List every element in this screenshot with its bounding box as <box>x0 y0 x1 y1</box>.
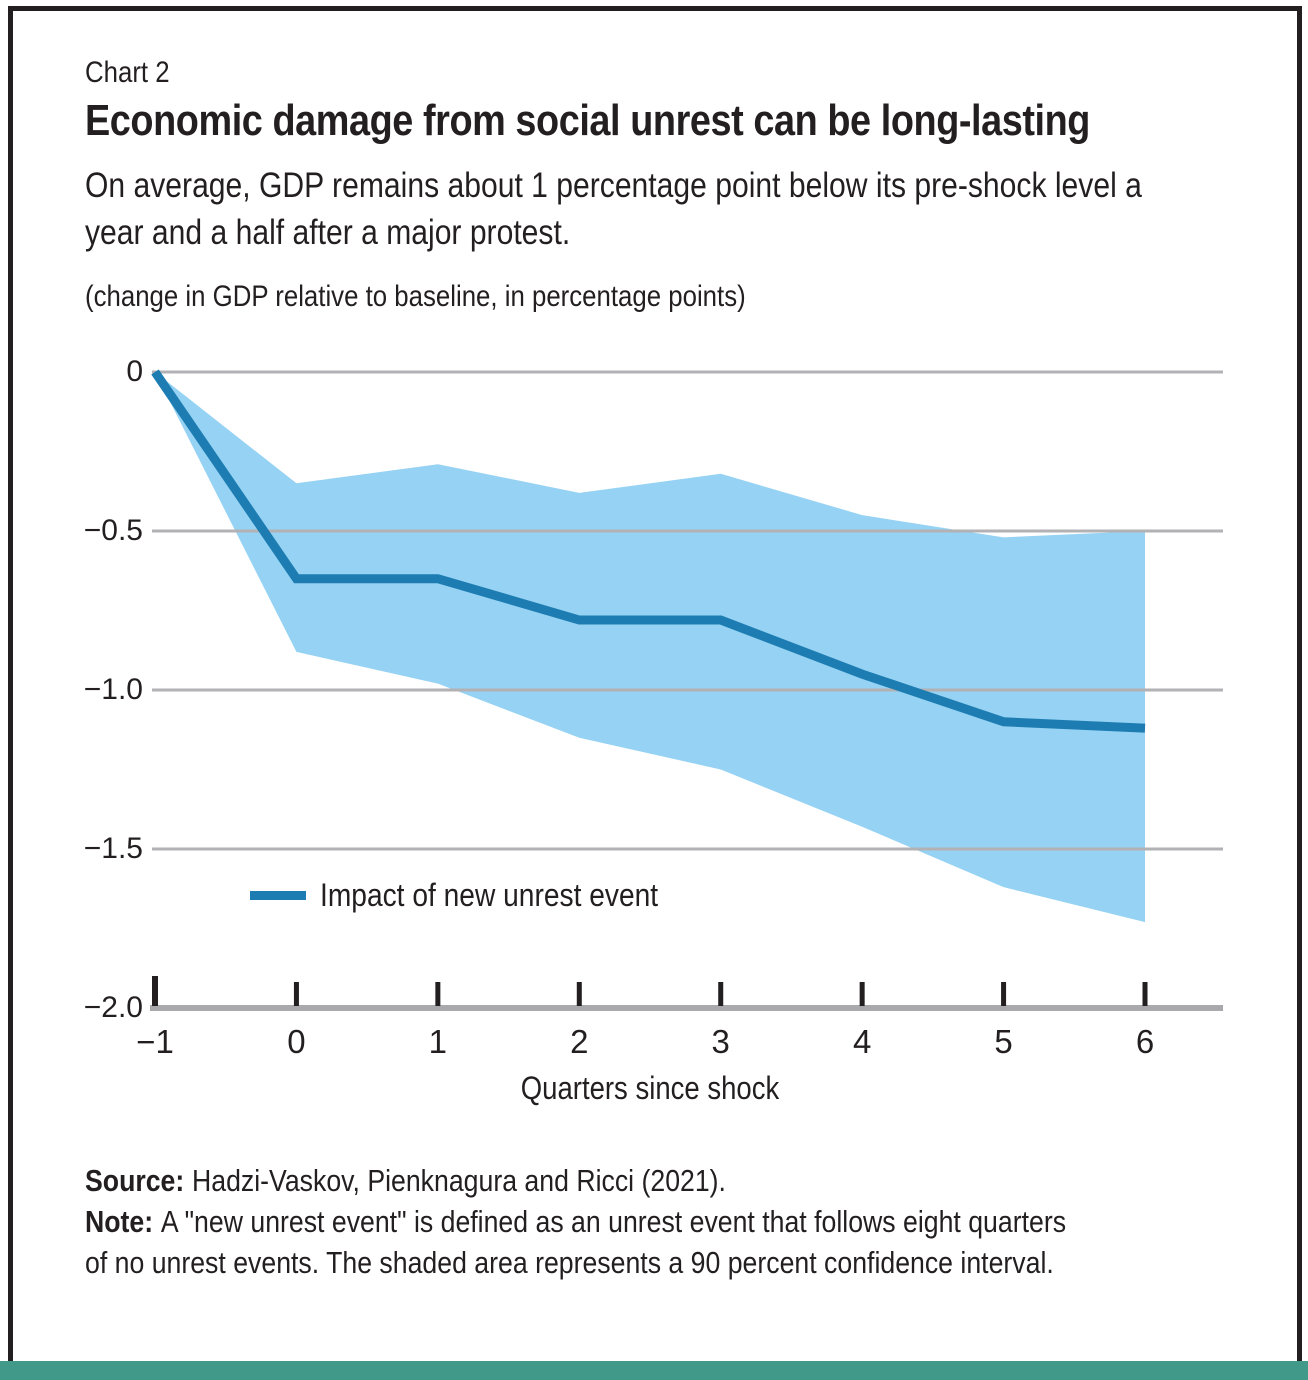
x-axis-tick-3 <box>718 982 724 1006</box>
note-line-1: Note: A "new unrest event" is defined as … <box>85 1201 1066 1242</box>
x-axis-tick-5 <box>1001 982 1007 1006</box>
source-text: Hadzi-Vaskov, Pienknagura and Ricci (202… <box>192 1163 726 1198</box>
x-axis-tick-4 <box>859 982 865 1006</box>
page-frame-border <box>8 6 1302 1362</box>
note-line-2: of no unrest events. The shaded area rep… <box>85 1245 1054 1280</box>
x-tick-label-0: 0 <box>287 1023 306 1060</box>
x-axis-tick-2 <box>576 982 582 1006</box>
chart-number-kicker: Chart 2 <box>85 56 170 89</box>
x-tick-label-1: 1 <box>428 1023 448 1060</box>
note-text-line1: A "new unrest event" is defined as an un… <box>160 1204 1067 1239</box>
confidence-band <box>155 372 1146 923</box>
source-note-block: Source: Hadzi-Vaskov, Pienknagura and Ric… <box>85 1160 1226 1283</box>
x-tick-label-3: 3 <box>711 1023 730 1060</box>
chart-title: Economic damage from social unrest can b… <box>85 96 1090 145</box>
x-tick-label-2: 2 <box>570 1023 589 1060</box>
x-tick-label-5: 5 <box>994 1023 1013 1060</box>
x-axis-tick-0 <box>293 982 299 1006</box>
y-tick-label-0: 0 <box>126 355 143 388</box>
y-tick-label--2: −2.0 <box>83 991 143 1024</box>
legend-label: Impact of new unrest event <box>320 877 659 913</box>
y-tick-label--1: −1.0 <box>83 673 143 706</box>
impact-line <box>151 369 1146 733</box>
y-tick-label--0.5: −0.5 <box>83 514 143 547</box>
source-line: Source: Hadzi-Vaskov, Pienknagura and Ric… <box>85 1160 1066 1201</box>
chart-subtitle-line1: On average, GDP remains about 1 percenta… <box>85 166 1142 205</box>
chart-subtitle-line2: year and a half after a major protest. <box>85 213 571 252</box>
source-label: Source: <box>85 1163 185 1198</box>
x-tick-label-4: 4 <box>852 1023 872 1060</box>
axis-unit-note: (change in GDP relative to baseline, in … <box>85 280 746 313</box>
x-tick-label--1: −1 <box>136 1023 174 1060</box>
y-tick-label--1.5: −1.5 <box>83 832 143 865</box>
bottom-accent-bar <box>0 1361 1308 1380</box>
legend: Impact of new unrest event <box>250 877 704 914</box>
note-label: Note: <box>85 1204 154 1239</box>
x-axis-tick--1 <box>152 976 158 1006</box>
x-axis-tick-1 <box>435 982 441 1006</box>
chart-subtitle: On average, GDP remains about 1 percenta… <box>85 162 1308 256</box>
legend-line-swatch <box>250 891 306 900</box>
x-tick-label-6: 6 <box>1135 1023 1155 1060</box>
x-axis-tick-6 <box>1142 982 1148 1006</box>
x-axis-title: Quarters since shock <box>520 1070 780 1106</box>
